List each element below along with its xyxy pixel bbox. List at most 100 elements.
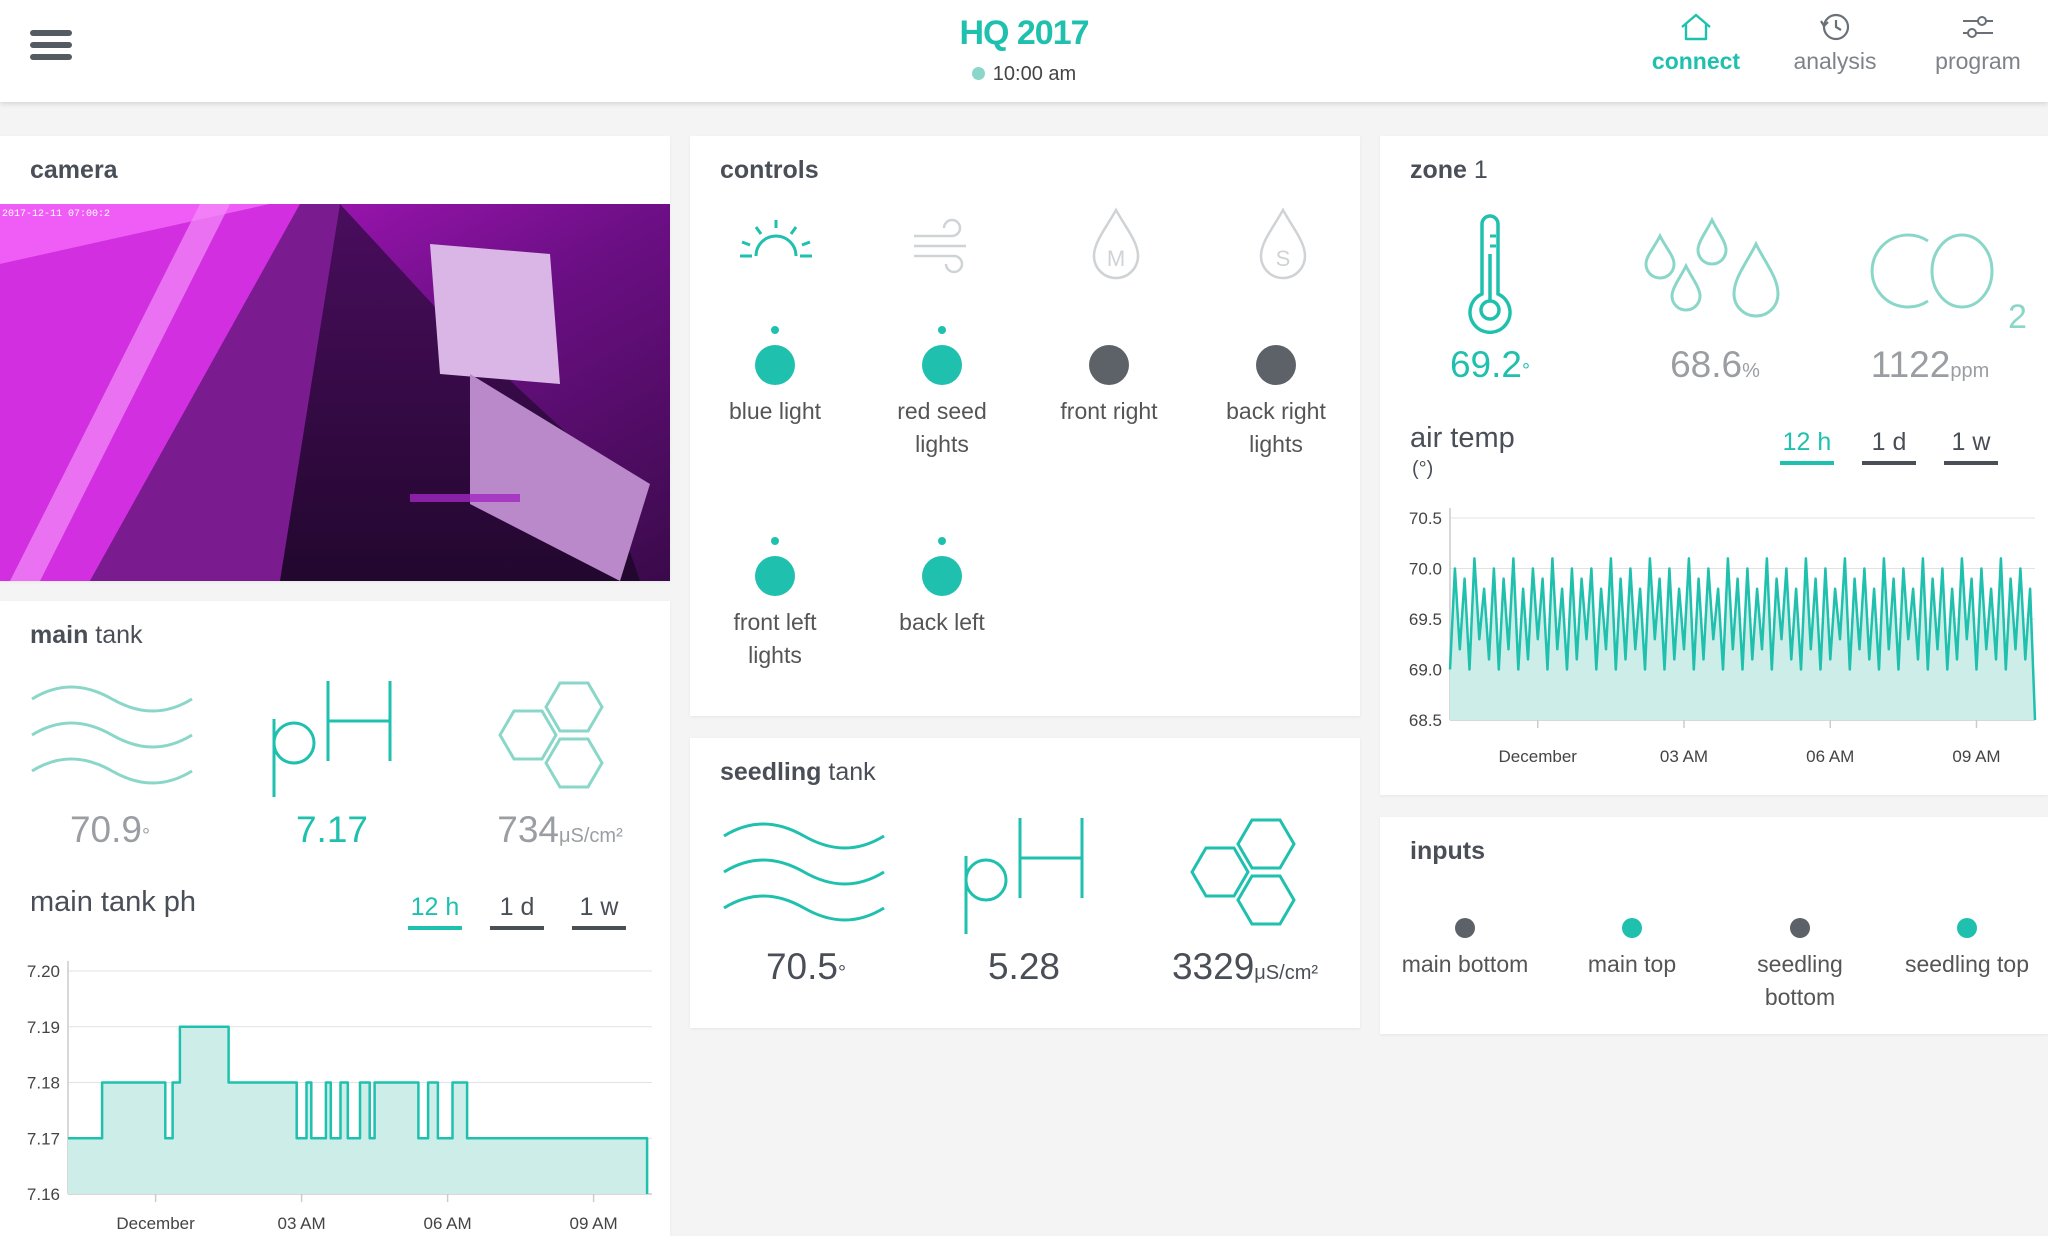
toggle-knob-icon[interactable] — [922, 556, 962, 596]
input-status-dot-icon — [1790, 918, 1810, 938]
y-tick-label: 7.19 — [27, 1018, 60, 1037]
range-tab-1w[interactable]: 1 w — [1944, 428, 1998, 465]
main-tank-temp-unit: ° — [142, 825, 150, 847]
control-back-right-lights[interactable]: back right lights — [1201, 326, 1351, 461]
control-label: red seed — [897, 398, 987, 424]
nav-program-label: program — [1935, 48, 2021, 74]
toggle-knob-icon[interactable] — [755, 345, 795, 385]
y-tick-label: 7.18 — [27, 1074, 60, 1093]
range-tab-12h[interactable]: 12 h — [408, 893, 462, 930]
x-tick-label: 06 AM — [1806, 747, 1854, 766]
input-status-dot-icon — [1622, 918, 1642, 938]
x-tick-label: December — [1499, 747, 1578, 766]
inputs-card: inputs main bottom main top seedling bot… — [1380, 817, 2048, 1034]
seedling-ec-unit: μS/cm² — [1254, 962, 1319, 984]
ph-icon — [272, 681, 392, 797]
drop-s-icon[interactable]: S — [1253, 204, 1313, 284]
svg-text:M: M — [1107, 246, 1125, 271]
water-waves-icon — [723, 822, 885, 922]
air-temp-chart-svg: 70.5 70.0 69.5 69.0 68.5 December 03 AM 06 AM 09… — [1409, 508, 2037, 766]
camera-feed[interactable]: 2017-12-11 07:00:2 — [0, 204, 670, 581]
main-tank-ec-unit: μS/cm² — [558, 825, 623, 847]
air-temp-chart[interactable]: 70.5 70.0 69.5 69.0 68.5 December 03 AM 06 AM 09… — [1380, 496, 2048, 791]
y-tick-label: 7.16 — [27, 1185, 60, 1204]
svg-text:S: S — [1276, 246, 1291, 271]
seedling-temp-value: 70.5 — [765, 946, 838, 987]
series-area — [68, 1026, 648, 1194]
inactive-indicator-icon — [1105, 326, 1113, 334]
control-front-left-lights[interactable]: front left lights — [700, 537, 850, 672]
input-main-bottom[interactable]: main bottom — [1380, 918, 1550, 981]
toggle-knob-icon[interactable] — [755, 556, 795, 596]
wind-icon[interactable] — [908, 214, 978, 274]
seedling-ph-value: 5.28 — [987, 946, 1060, 987]
y-tick-label: 69.5 — [1409, 610, 1442, 629]
series-line — [1448, 557, 2037, 721]
y-tick-label: 70.5 — [1409, 509, 1442, 528]
main-tank-ec-value: 734 — [497, 809, 559, 850]
controls-title: controls — [720, 156, 819, 184]
nav-program[interactable]: program — [1918, 12, 2038, 75]
input-seedling-bottom[interactable]: seedling bottom — [1715, 918, 1885, 1014]
status-time: 10:00 am — [0, 63, 2048, 86]
range-tab-12h[interactable]: 12 h — [1780, 428, 1834, 465]
range-tab-1d[interactable]: 1 d — [490, 893, 544, 930]
camera-title: camera — [30, 156, 118, 184]
zone-humidity-metric: 68.6% — [1635, 344, 1795, 386]
control-label-line2: lights — [748, 642, 802, 668]
main-tank-ph-chart[interactable]: 7.20 7.19 7.18 7.17 7.16 December 03 AM 06 AM 09… — [0, 951, 670, 1236]
camera-timestamp: 2017-12-11 07:00:2 — [2, 209, 110, 220]
range-tab-1d[interactable]: 1 d — [1862, 428, 1916, 465]
range-tab-1w[interactable]: 1 w — [572, 893, 626, 930]
zone-humidity-unit: % — [1742, 360, 1760, 382]
drop-m-icon[interactable]: M — [1086, 204, 1146, 284]
co2-icon: 2 — [1870, 233, 2027, 336]
nav-connect-label: connect — [1651, 48, 1741, 74]
control-label: front right — [1060, 398, 1158, 424]
input-label: main top — [1587, 951, 1677, 977]
control-blue-light[interactable]: blue light — [700, 326, 850, 428]
control-label-line2: lights — [1249, 431, 1303, 457]
seedling-ec-value: 3329 — [1171, 946, 1255, 987]
control-red-seed-lights[interactable]: red seed lights — [867, 326, 1017, 461]
zone-co2-value: 1122 — [1870, 344, 1951, 385]
nav-analysis-label: analysis — [1793, 48, 1877, 74]
active-indicator-icon — [771, 326, 779, 334]
toggle-knob-icon[interactable] — [1089, 345, 1129, 385]
active-indicator-icon — [938, 326, 946, 334]
seedling-temp-metric: 70.5° — [736, 946, 876, 988]
active-indicator-icon — [938, 537, 946, 545]
history-icon — [1820, 13, 1850, 41]
zone-temp-metric: 69.2° — [1420, 344, 1560, 386]
sun-icon[interactable] — [736, 214, 816, 274]
input-seedling-top[interactable]: seedling top — [1882, 918, 2048, 981]
input-label-line2: bottom — [1764, 984, 1836, 1010]
hamburger-menu-icon[interactable] — [30, 30, 72, 70]
input-main-top[interactable]: main top — [1547, 918, 1717, 981]
toggle-knob-icon[interactable] — [922, 345, 962, 385]
svg-text:2: 2 — [2008, 298, 2027, 336]
input-status-dot-icon — [1957, 918, 1977, 938]
water-waves-icon — [31, 685, 193, 785]
thermometer-icon — [1468, 214, 1512, 334]
y-tick-label: 7.20 — [27, 962, 60, 981]
zone-range-tabs: 12 h 1 d 1 w — [1780, 428, 2026, 465]
ph-icon — [964, 818, 1084, 934]
toggle-knob-icon[interactable] — [1256, 345, 1296, 385]
humidity-drops-icon — [1644, 216, 1780, 318]
nav-connect[interactable]: connect — [1636, 12, 1756, 75]
x-tick-label: 09 AM — [569, 1214, 617, 1233]
nav-analysis[interactable]: analysis — [1775, 12, 1895, 75]
zone-temp-value: 69.2 — [1449, 344, 1522, 385]
input-label: main bottom — [1401, 951, 1529, 977]
x-tick-label: 06 AM — [423, 1214, 471, 1233]
zone-humidity-value: 68.6 — [1670, 344, 1743, 385]
control-label: blue light — [728, 398, 822, 424]
seedling-temp-unit: ° — [838, 962, 846, 984]
control-back-left[interactable]: back left — [867, 537, 1017, 639]
inputs-title: inputs — [1410, 837, 1485, 865]
zone-co2-metric: 1122ppm — [1840, 344, 2020, 386]
x-tick-label: 09 AM — [1952, 747, 2000, 766]
control-front-right[interactable]: front right — [1034, 326, 1184, 428]
x-tick-label: December — [116, 1214, 195, 1233]
